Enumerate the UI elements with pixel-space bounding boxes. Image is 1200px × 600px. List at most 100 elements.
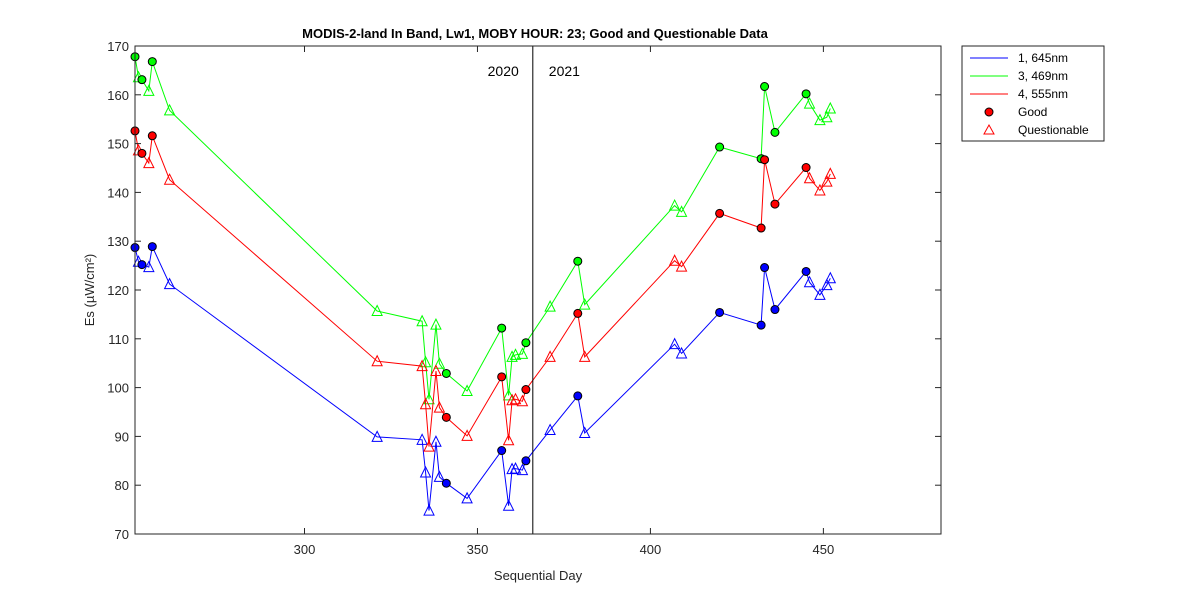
questionable-point: [423, 440, 435, 452]
questionable-point: [824, 101, 837, 114]
y-tick-label: 140: [107, 185, 129, 200]
questionable-point: [675, 259, 688, 272]
x-tick-label: 350: [467, 542, 489, 557]
good-point: [521, 385, 531, 395]
questionable-point: [509, 461, 522, 474]
good-point: [521, 338, 531, 348]
questionable-point: [544, 423, 556, 436]
plot-area: 2020 2021 300 350 400 450 70 80 90 100 110 120 13…: [107, 39, 942, 557]
y-axis: 70 80 90 100 110 120 130 140 150 160 170: [107, 39, 941, 542]
good-point: [801, 266, 811, 276]
good-point: [137, 148, 147, 158]
good-point: [441, 412, 451, 422]
y-tick-label: 150: [107, 137, 129, 152]
questionable-point: [544, 299, 556, 312]
series-line: [134, 130, 831, 447]
good-point: [760, 155, 770, 165]
questionable-point: [461, 429, 473, 441]
good-point: [770, 305, 780, 315]
questionable-point: [416, 433, 428, 445]
questionable-point: [803, 171, 816, 184]
good-point: [573, 256, 583, 266]
good-point: [147, 57, 157, 67]
y-tick-label: 90: [115, 429, 129, 444]
x-tick-label: 400: [640, 542, 662, 557]
questionable-point: [814, 288, 826, 300]
year-label-right: 2021: [549, 63, 580, 79]
questionable-point: [516, 394, 529, 407]
questionable-point: [803, 275, 816, 288]
good-point: [770, 199, 780, 209]
questionable-point: [516, 463, 529, 476]
good-point: [137, 75, 147, 85]
y-tick-label: 110: [108, 332, 129, 347]
x-tick-label: 450: [813, 542, 835, 557]
questionable-point: [502, 433, 515, 446]
questionable-point: [821, 175, 833, 187]
y-tick-label: 170: [107, 39, 129, 54]
questionable-point: [814, 183, 826, 196]
questionable-point: [143, 156, 155, 169]
good-point: [756, 223, 766, 233]
questionable-point: [433, 470, 446, 482]
questionable-point: [461, 491, 473, 504]
y-tick-label: 80: [115, 478, 129, 493]
questionable-point: [544, 350, 556, 362]
legend-label-555: 4, 555nm: [1018, 87, 1068, 101]
questionable-point: [461, 384, 473, 397]
questionable-point: [430, 318, 442, 330]
good-point: [760, 82, 770, 92]
good-point: [770, 127, 780, 137]
legend-label-questionable: Questionable: [1018, 123, 1089, 137]
questionable-point: [419, 397, 432, 410]
questionable-point: [668, 337, 681, 350]
questionable-point: [803, 96, 816, 109]
series-line: [134, 244, 831, 511]
good-point: [801, 89, 811, 99]
legend-label-good: Good: [1018, 105, 1047, 119]
questionable-point: [509, 348, 522, 360]
y-tick-label: 130: [107, 234, 129, 249]
good-point: [147, 131, 157, 141]
good-point: [497, 372, 507, 382]
questionable-point: [143, 260, 155, 273]
y-tick-label: 160: [107, 88, 129, 103]
questionable-point: [371, 354, 383, 367]
questionable-point: [516, 347, 529, 359]
good-point: [801, 163, 811, 173]
good-point: [715, 307, 725, 317]
x-axis-label: Sequential Day: [494, 568, 583, 583]
good-point: [760, 263, 770, 273]
questionable-point: [675, 205, 688, 217]
questionable-point: [163, 173, 176, 185]
good-point: [137, 260, 147, 270]
questionable-point: [163, 277, 176, 290]
good-point: [441, 368, 451, 378]
good-point: [715, 208, 725, 218]
questionable-point: [668, 254, 681, 266]
good-point: [756, 320, 766, 330]
series-line: [134, 56, 831, 400]
questionable-point: [433, 400, 446, 413]
series-layer: [130, 52, 837, 516]
x-axis: 300 350 400 450: [294, 46, 835, 557]
questionable-point: [675, 346, 688, 359]
series-3: [130, 126, 837, 452]
questionable-point: [824, 271, 837, 284]
questionable-point: [433, 357, 446, 369]
questionable-point: [416, 359, 428, 372]
questionable-point: [163, 103, 176, 116]
questionable-point: [821, 110, 833, 123]
good-point: [521, 456, 531, 466]
x-tick-label: 300: [294, 542, 316, 557]
series-2: [130, 52, 837, 405]
legend-marker-good: [984, 107, 994, 117]
questionable-point: [502, 388, 515, 401]
questionable-point: [419, 465, 432, 478]
good-point: [573, 308, 583, 318]
year-label-left: 2020: [488, 63, 519, 79]
questionable-point: [502, 499, 515, 511]
y-tick-label: 100: [107, 381, 129, 396]
questionable-point: [821, 278, 833, 291]
